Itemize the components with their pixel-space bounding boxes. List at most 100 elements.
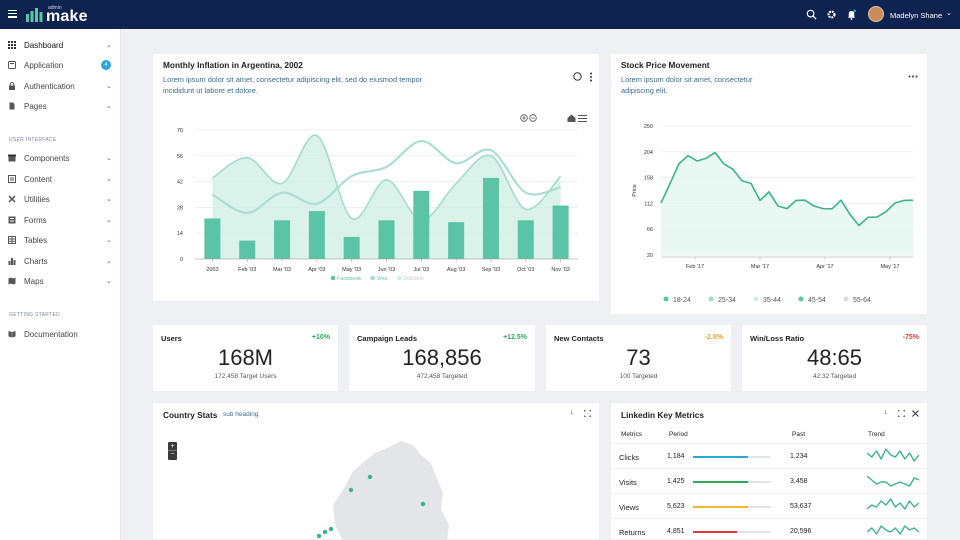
country-map[interactable] [313,433,453,540]
legend-marker [843,296,849,302]
sidebar-item-utilities[interactable]: Utilities ⌄ [0,192,121,208]
avatar[interactable] [868,6,884,22]
x-tick-label: Apr '17 [816,264,833,270]
legend-marker [753,296,759,302]
legend-marker [397,275,402,281]
card-title: Monthly Inflation in Argentina, 2002 [163,60,303,70]
metric-progress-bar [693,531,771,533]
x-tick-label: Aug '03 [447,267,465,273]
logo-small-text: admin [48,5,62,11]
chevron-down-icon: ⌄ [106,278,112,285]
column-header: Metrics [621,431,642,438]
legend-label: 25-34 [718,297,736,304]
table-row[interactable]: Clicks 1,184 1,234 [611,443,927,468]
metric-progress-fill [693,531,737,533]
stat-change: +12.5% [503,334,527,341]
sidebar-item-documentation[interactable]: Documentation [0,327,121,343]
stat-label: Win/Loss Ratio [750,334,805,343]
table-row[interactable]: Returns 4,851 20,596 [611,518,927,539]
sidebar-item-tables[interactable]: Tables ⌄ [0,233,121,249]
metric-period: 1,184 [667,453,685,460]
y-tick-label: 42 [177,180,183,186]
table-row[interactable]: Views 5,623 53,637 [611,493,927,518]
country-stats-card: Country Stats sub heading ↓ + − [152,402,600,540]
bell-icon[interactable] [846,9,857,20]
bar [517,220,534,259]
search-icon[interactable] [806,9,817,20]
expand-icon[interactable] [898,410,905,417]
sidebar-item-content[interactable]: Content ⌄ [0,172,121,188]
expand-icon[interactable] [584,410,591,417]
sidebar: Dashboard ⌄ Application 4 Authentication… [0,29,121,540]
bar [274,220,291,259]
y-axis-title: Price [632,184,638,197]
legend-label: 45-54 [808,297,826,304]
metric-name: Views [619,503,639,512]
sidebar-item-forms[interactable]: Forms ⌄ [0,213,121,229]
x-tick-label: Nov '03 [551,267,569,273]
sidebar-item-label: Utilities [24,195,50,204]
x-tick-label: Mar '03 [273,267,291,273]
metric-progress-fill [693,506,748,508]
sparkline-path [867,475,919,487]
x-tick-label: Oct '03 [517,267,534,273]
legend-marker [708,296,714,302]
chevron-down-icon: ⌄ [106,83,112,90]
sidebar-item-label: Charts [24,257,48,266]
chevron-down-icon[interactable]: ⌄ [946,10,952,17]
arrow-down-icon[interactable]: ↓ [570,409,574,416]
metric-past: 3,458 [790,478,808,485]
y-tick-label: 204 [644,150,653,156]
table-row[interactable]: Visits 1,425 3,458 [611,468,927,493]
stat-value: 48:65 [806,345,863,370]
sidebar-item-label: Content [24,175,53,184]
user-name[interactable]: Madelyn Shane [890,11,943,20]
stat-label: Users [161,334,182,343]
sidebar-item-dashboard[interactable]: Dashboard ⌄ [0,38,121,54]
sidebar-item-label: Pages [24,102,47,111]
chevron-down-icon: ⌄ [106,237,112,244]
x-tick-label: Mar '17 [751,264,769,270]
legend-label: Vine [377,276,388,282]
bar [204,218,221,259]
sidebar-item-application[interactable]: Application 4 [0,58,121,74]
metric-progress-fill [693,481,748,483]
map-zoom-out-button[interactable]: − [170,451,175,458]
legend-label: 18-24 [673,297,691,304]
x-tick-label: Jul '03 [413,267,429,273]
linkedin-metrics-card: Linkedin Key Metrics ↓ Metrics Period Pa… [610,402,928,540]
menu-lines-icon[interactable] [578,115,587,122]
sidebar-item-label: Maps [24,277,44,286]
arrow-down-icon[interactable]: ↓ [884,409,888,416]
zoom-controls-icon[interactable] [520,114,538,122]
x-tick-label: Feb '03 [238,267,256,273]
close-icon[interactable] [912,410,919,417]
sidebar-item-charts[interactable]: Charts ⌄ [0,254,121,270]
sidebar-item-pages[interactable]: Pages ⌄ [0,99,121,115]
sidebar-item-components[interactable]: Components ⌄ [0,151,121,167]
more-vertical-icon[interactable] [589,72,593,82]
x-tick-label: Apr '03 [308,267,325,273]
card-subheading: sub heading [223,411,259,418]
home-icon[interactable] [567,114,576,122]
gear-icon[interactable] [826,9,837,20]
menu-icon[interactable] [8,10,17,18]
stat-label: Campaign Leads [357,334,418,343]
sparkline-path [867,498,919,510]
chevron-down-icon: ⌄ [106,258,112,265]
metric-progress-bar [693,481,771,483]
stat-value: 168,856 [402,345,482,370]
stat-card-win-loss: Win/Loss Ratio -75% 48:65 42:32 Targeted [741,324,928,392]
metric-progress-bar [693,506,771,508]
sidebar-item-maps[interactable]: Maps ⌄ [0,274,121,290]
stat-target: 100 Targeted [619,373,658,380]
legend-label: 35-44 [763,297,781,304]
stat-change: -2.8% [704,334,723,341]
bar [413,190,430,259]
sidebar-item-authentication[interactable]: Authentication ⌄ [0,79,121,95]
map-zoom-in-button[interactable]: + [168,442,177,451]
legend-label: Facebook [337,276,361,282]
refresh-icon[interactable] [573,72,582,81]
more-horizontal-icon[interactable] [908,75,918,78]
sidebar-section-heading: USER INTERFACE [9,137,57,143]
